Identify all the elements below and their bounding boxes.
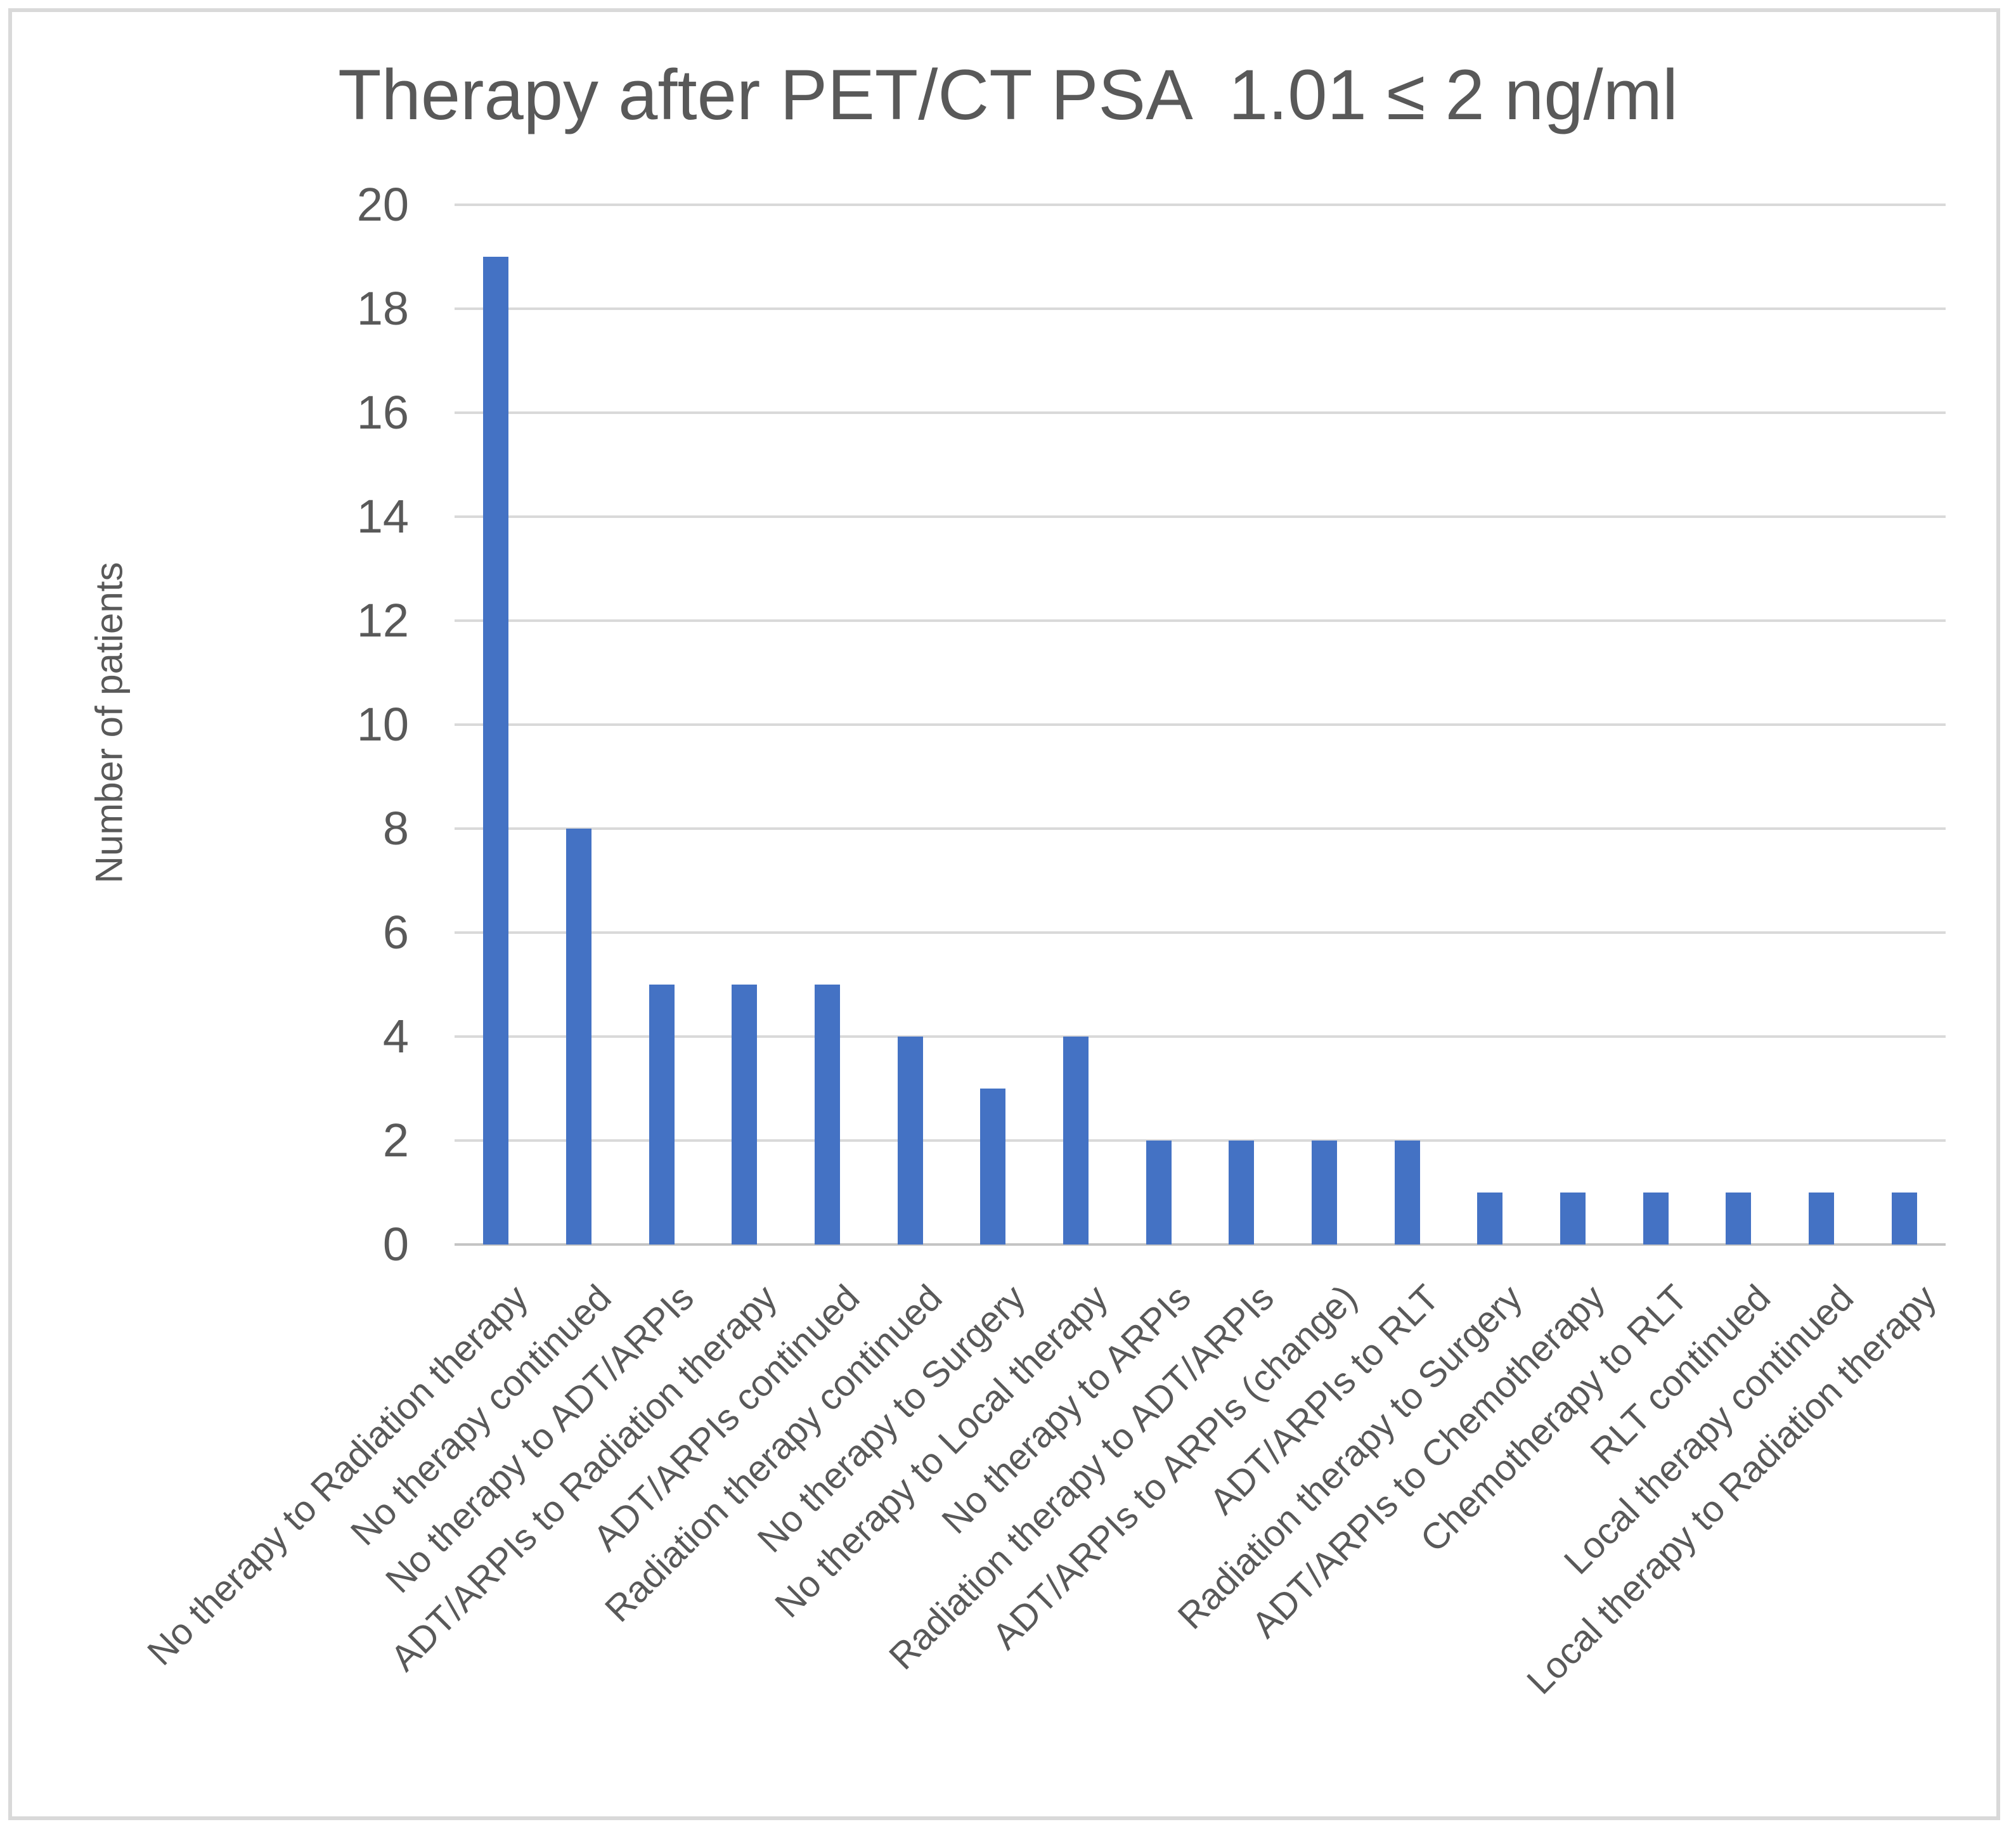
bar (897, 1037, 923, 1244)
y-gridline (455, 307, 1946, 310)
bar (649, 985, 675, 1244)
bar (1560, 1193, 1586, 1244)
bar (1312, 1141, 1337, 1244)
y-axis-tick-label: 4 (382, 1010, 409, 1063)
bar (1229, 1141, 1255, 1244)
y-axis-tick-label: 12 (356, 594, 409, 647)
y-gridline (455, 723, 1946, 726)
bar (1063, 1037, 1089, 1244)
bar (483, 257, 509, 1244)
bar (566, 829, 591, 1244)
bar (1394, 1141, 1420, 1244)
chart-border-frame (8, 8, 2000, 1820)
bar (1891, 1193, 1917, 1244)
bar (1809, 1193, 1834, 1244)
y-axis-tick-label: 20 (356, 178, 409, 231)
bar (1726, 1193, 1752, 1244)
y-gridline (455, 931, 1946, 934)
y-axis-tick-label: 14 (356, 490, 409, 543)
y-gridline (455, 411, 1946, 414)
x-axis-line (455, 1243, 1946, 1246)
y-axis-tick-label: 18 (356, 282, 409, 335)
y-gridline (455, 515, 1946, 518)
y-axis-tick-label: 0 (382, 1218, 409, 1270)
y-axis-tick-label: 16 (356, 386, 409, 439)
y-gridline (455, 619, 1946, 622)
y-axis-tick-label: 2 (382, 1114, 409, 1167)
bar (1146, 1141, 1172, 1244)
y-axis-tick-label: 6 (382, 906, 409, 959)
bar (1643, 1193, 1669, 1244)
y-axis-tick-label: 10 (356, 698, 409, 751)
y-gridline (455, 1035, 1946, 1038)
bar (1477, 1193, 1503, 1244)
y-gridline (455, 204, 1946, 206)
chart-title: Therapy after PET/CT PSA 1.01 ≤ 2 ng/ml (338, 55, 1678, 134)
bar (980, 1089, 1006, 1244)
y-gridline (455, 827, 1946, 830)
y-axis-title: Number of patients (87, 562, 131, 884)
bar (732, 985, 758, 1244)
bar (815, 985, 840, 1244)
y-gridline (455, 1139, 1946, 1142)
y-axis-tick-label: 8 (382, 802, 409, 855)
